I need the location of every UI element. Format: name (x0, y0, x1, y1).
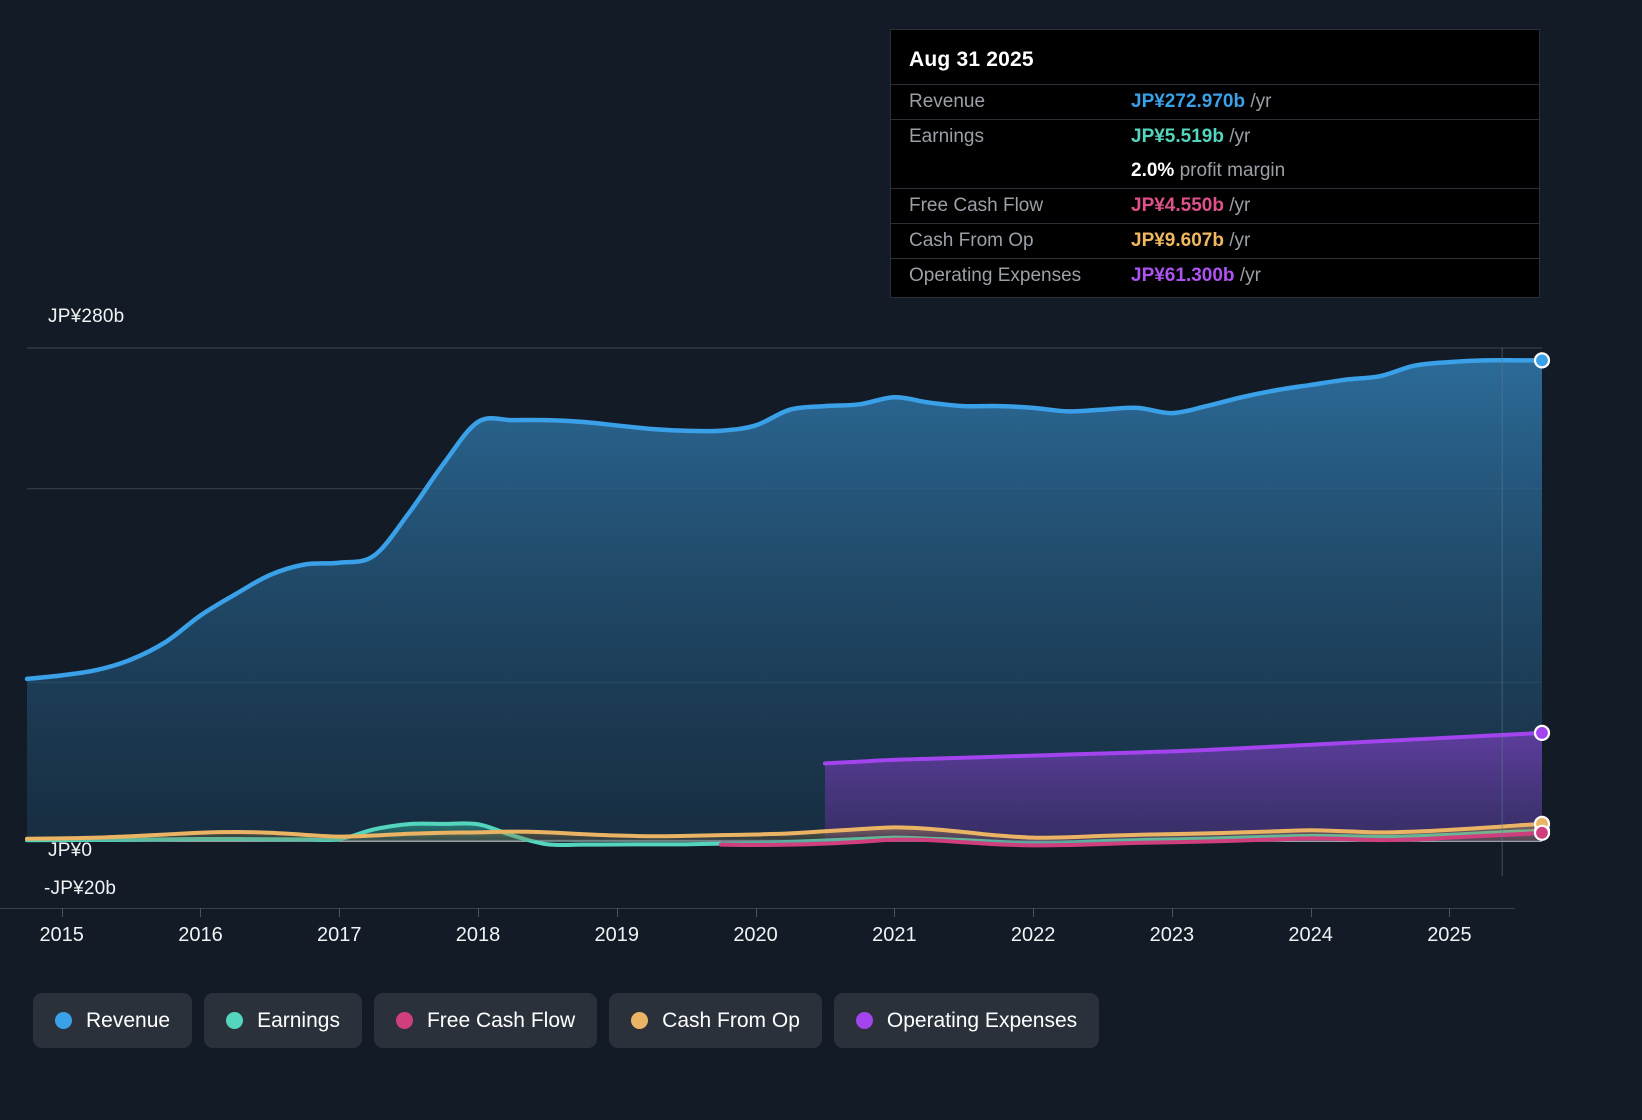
x-axis-tick (894, 908, 896, 917)
tooltip-unit-operating-expenses: /yr (1239, 265, 1261, 286)
chart-canvas (24, 347, 1551, 876)
area-revenue (27, 360, 1542, 841)
legend-dot-free-cash-flow-icon (395, 1012, 413, 1029)
x-axis-tick (478, 908, 480, 917)
tooltip-key-revenue: Revenue (909, 91, 986, 112)
x-axis-tick (755, 908, 757, 917)
line-operating-expenses (822, 730, 1544, 766)
tooltip-key-earnings: Earnings (909, 126, 984, 147)
x-axis-label-2016: 2016 (178, 924, 223, 946)
x-axis-label-2015: 2015 (39, 924, 84, 946)
tooltip-value-revenue: JP¥272.970b /yr (1131, 91, 1271, 113)
legend-item-operating-expenses[interactable]: Operating Expenses (833, 993, 1100, 1048)
tooltip-amount-operating-expenses: JP¥61.300b (1131, 265, 1235, 286)
tooltip-row-profit-margin: 2.0% profit margin (891, 154, 1539, 188)
line-free-cash-flow (718, 830, 1544, 848)
tooltip-key-operating-expenses: Operating Expenses (909, 265, 1082, 286)
y-axis-top-label: JP¥280b (48, 306, 125, 327)
x-axis-tick (339, 908, 341, 917)
x-axis-label-2024: 2024 (1288, 924, 1333, 946)
area-operating-expenses (824, 732, 1542, 841)
legend-label-free-cash-flow: Free Cash Flow (426, 1008, 576, 1032)
tooltip-value-earnings: JP¥5.519b /yr (1131, 126, 1250, 148)
tooltip-value-profit-margin: 2.0% profit margin (1131, 160, 1285, 182)
chart-legend: Revenue Earnings Free Cash Flow Cash Fro… (33, 993, 1100, 1048)
legend-dot-earnings-icon (226, 1012, 244, 1029)
tooltip-row-operating-expenses: Operating Expenses JP¥61.300b /yr (891, 258, 1539, 293)
line-revenue (24, 357, 1545, 682)
endpoint-free-cash-flow (1533, 824, 1551, 841)
y-axis-bottom-label: -JP¥20b (44, 878, 117, 899)
tooltip-row-earnings: Earnings JP¥5.519b /yr (891, 119, 1539, 154)
tooltip-unit-profit-margin: profit margin (1179, 160, 1286, 181)
x-axis-tick (1171, 908, 1173, 917)
tooltip-amount-revenue: JP¥272.970b (1131, 91, 1246, 112)
legend-item-cash-from-op[interactable]: Cash From Op (609, 993, 822, 1048)
endpoint-revenue (1533, 352, 1551, 369)
x-axis-tick (1033, 908, 1035, 917)
x-axis-label-2020: 2020 (733, 924, 778, 946)
tooltip-amount-earnings: JP¥5.519b (1131, 126, 1224, 147)
legend-label-cash-from-op: Cash From Op (662, 1008, 800, 1032)
x-axis-label-2022: 2022 (1010, 924, 1056, 946)
x-axis-tick (200, 908, 202, 917)
legend-label-revenue: Revenue (86, 1008, 171, 1032)
legend-item-free-cash-flow[interactable]: Free Cash Flow (373, 993, 598, 1048)
legend-dot-revenue-icon (55, 1012, 72, 1029)
tooltip-unit-cash-from-op: /yr (1229, 230, 1251, 251)
tooltip-unit-earnings: /yr (1229, 126, 1251, 147)
legend-dot-cash-from-op-icon (631, 1012, 649, 1029)
x-axis-tick (1310, 908, 1312, 917)
tooltip-amount-profit-margin: 2.0% (1131, 160, 1175, 181)
x-axis-tick (616, 908, 618, 917)
tooltip-value-operating-expenses: JP¥61.300b /yr (1131, 265, 1261, 287)
x-axis-rule (0, 908, 1515, 909)
x-axis-label-2025: 2025 (1427, 924, 1472, 946)
tooltip-key-cash-from-op: Cash From Op (909, 230, 1034, 251)
tooltip-value-cash-from-op: JP¥9.607b /yr (1131, 230, 1250, 252)
x-axis-label-2017: 2017 (316, 924, 362, 946)
x-axis-tick (61, 908, 63, 917)
x-axis-label-2018: 2018 (455, 924, 501, 946)
y-axis-zero-label: JP¥0 (48, 840, 93, 861)
tooltip-unit-revenue: /yr (1250, 91, 1272, 112)
hover-tooltip: Aug 31 2025 Revenue JP¥272.970b /yr Earn… (890, 29, 1540, 298)
area-cash-from-op (27, 823, 1542, 841)
x-axis-label-2019: 2019 (594, 924, 640, 946)
tooltip-value-free-cash-flow: JP¥4.550b /yr (1131, 195, 1250, 217)
legend-label-earnings: Earnings (257, 1008, 340, 1032)
legend-label-operating-expenses: Operating Expenses (886, 1008, 1078, 1032)
legend-dot-operating-expenses-icon (855, 1012, 873, 1029)
line-cash-from-op (25, 821, 1544, 841)
chart-plot-area[interactable] (24, 347, 1551, 876)
legend-item-earnings[interactable]: Earnings (204, 993, 362, 1048)
tooltip-row-revenue: Revenue JP¥272.970b /yr (891, 84, 1539, 119)
x-axis-label-2023: 2023 (1149, 924, 1195, 946)
x-axis: 2015 2016 2017 2018 2019 2020 2021 2022 2023 2024… (0, 908, 1642, 968)
tooltip-key-free-cash-flow: Free Cash Flow (909, 195, 1044, 216)
endpoint-operating-expenses (1533, 724, 1551, 742)
tooltip-amount-free-cash-flow: JP¥4.550b (1131, 195, 1224, 216)
tooltip-date: Aug 31 2025 (909, 48, 1034, 71)
x-axis-label-2021: 2021 (872, 924, 917, 946)
legend-item-revenue[interactable]: Revenue (33, 993, 193, 1048)
x-axis-tick (1449, 908, 1451, 917)
tooltip-unit-free-cash-flow: /yr (1229, 195, 1251, 216)
tooltip-row-free-cash-flow: Free Cash Flow JP¥4.550b /yr (891, 188, 1539, 223)
tooltip-amount-cash-from-op: JP¥9.607b (1131, 230, 1224, 251)
tooltip-row-cash-from-op: Cash From Op JP¥9.607b /yr (891, 223, 1539, 258)
